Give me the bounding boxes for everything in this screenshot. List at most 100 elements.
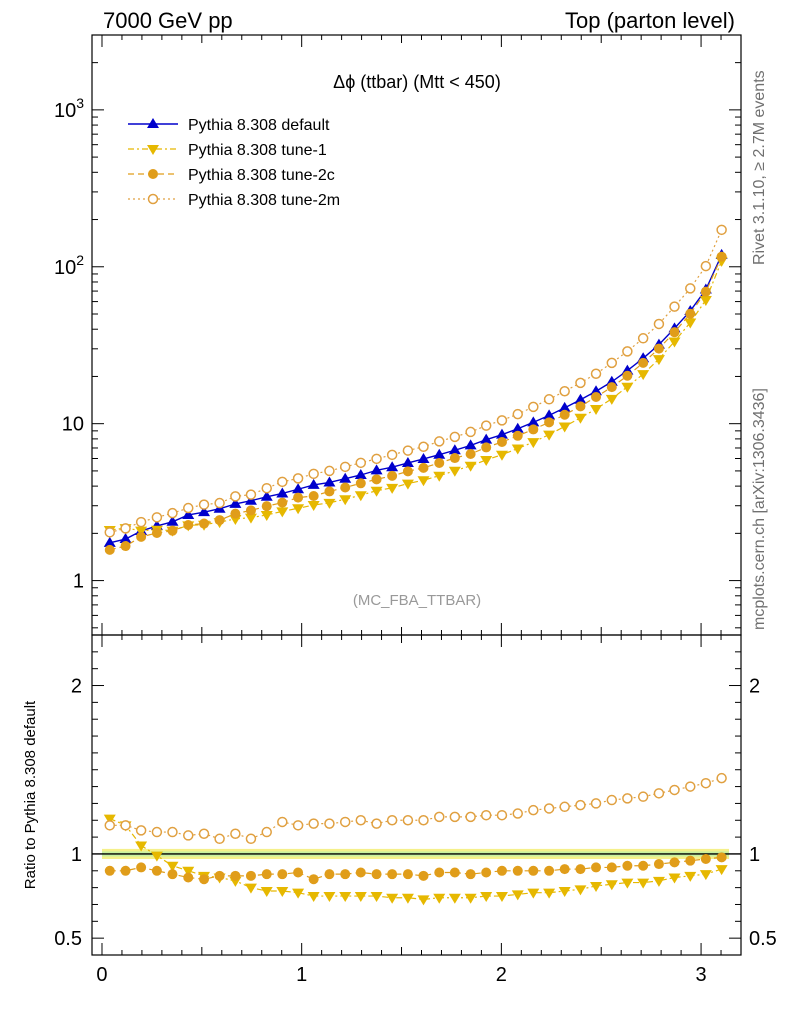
data-point [574,393,587,404]
data-point [292,483,305,494]
data-point [685,308,696,319]
ratio-data-point [355,867,366,878]
ratio-data-point [370,892,383,903]
series-line [109,229,723,533]
data-point [480,455,493,466]
ratio-data-point [622,793,633,804]
ratio-data-point [135,825,147,836]
data-point [418,441,429,452]
ratio-data-point [324,818,335,829]
data-point [402,445,414,456]
data-point [480,420,492,431]
main-plot-title: Δϕ (ttbar) (Mtt < 450) [333,72,501,92]
ratio-data-point [621,878,634,889]
data-point [167,507,178,519]
data-point [606,382,617,393]
ratio-data-point [418,815,429,826]
data-point [465,426,476,438]
data-point [355,478,366,489]
legend-label: Pythia 8.308 default [188,117,330,134]
data-point [558,401,571,412]
data-point [401,456,414,467]
data-point [669,327,680,338]
data-point [183,520,194,531]
data-point [166,515,179,526]
ratio-data-point [637,791,649,802]
data-point [151,528,162,539]
ratio-data-point [528,865,539,876]
ratio-data-point [511,890,524,901]
data-point [527,438,540,449]
ratio-series-line [109,818,722,901]
data-point [214,515,225,526]
data-point [245,505,256,516]
ratio-ylabel: Ratio to Pythia 8.308 default [22,700,39,889]
ratio-data-point [496,809,508,821]
data-point [277,497,288,508]
ratio-data-point [465,811,476,823]
series-line [109,254,723,544]
x-tick-label: 3 [695,964,706,986]
x-tick-label: 1 [296,964,307,986]
ratio-data-point [495,892,508,903]
data-point [260,490,273,501]
ratio-data-point [637,878,650,889]
data-point [292,473,304,484]
ratio-data-point [653,788,665,799]
data-point [543,394,555,405]
data-point [622,346,633,357]
ratio-uncertainty-band [92,848,741,859]
ratio-data-point [198,828,210,839]
ratio-data-point [104,865,115,876]
legend-marker [147,145,159,155]
data-point [199,518,210,529]
ratio-data-point [104,820,116,831]
data-point [324,465,335,477]
data-point [543,409,556,420]
data-point [386,449,398,461]
data-point [528,424,539,435]
data-point [668,337,681,348]
ratio-data-point [669,784,680,796]
data-point [699,296,712,307]
data-point [386,461,399,472]
main-plot: 1 10 102 103 Δϕ (ttbar) (Mtt < 450) (MC_FBA… [54,34,742,636]
data-point [465,448,476,459]
ratio-data-point [715,865,728,876]
ratio-data-point [276,887,289,897]
ratio-series-group [103,772,728,906]
data-point [292,504,305,515]
ratio-data-point [151,826,163,838]
ratio-data-point [245,870,256,881]
data-point [401,479,414,490]
data-point [386,483,399,494]
data-point [370,464,383,475]
ratio-data-point [136,862,147,873]
data-point [120,523,131,534]
ratio-data-point [260,887,273,897]
data-point [464,461,477,472]
ratio-data-point [527,888,540,899]
y-tick-label: 103 [54,95,84,122]
ratio-data-point [480,892,493,903]
ratio-data-point [590,798,602,809]
data-point [512,430,523,441]
legend-label: Pythia 8.308 tune-2m [188,192,340,209]
data-point [495,428,508,439]
ratio-data-point [183,830,194,841]
ratio-data-point [401,893,414,904]
ratio-data-point [354,892,367,903]
data-point [496,415,508,426]
ratio-y-tick-label-right: 2 [749,676,760,698]
ratio-data-point [307,892,320,903]
data-point [245,489,257,500]
data-point [119,533,132,544]
ratio-data-point [167,826,178,838]
x-tick-label: 2 [496,964,507,986]
data-point [511,422,524,433]
data-point [543,430,556,441]
data-point [480,433,493,444]
x-tick-label: 0 [96,964,107,986]
data-point [652,355,665,366]
